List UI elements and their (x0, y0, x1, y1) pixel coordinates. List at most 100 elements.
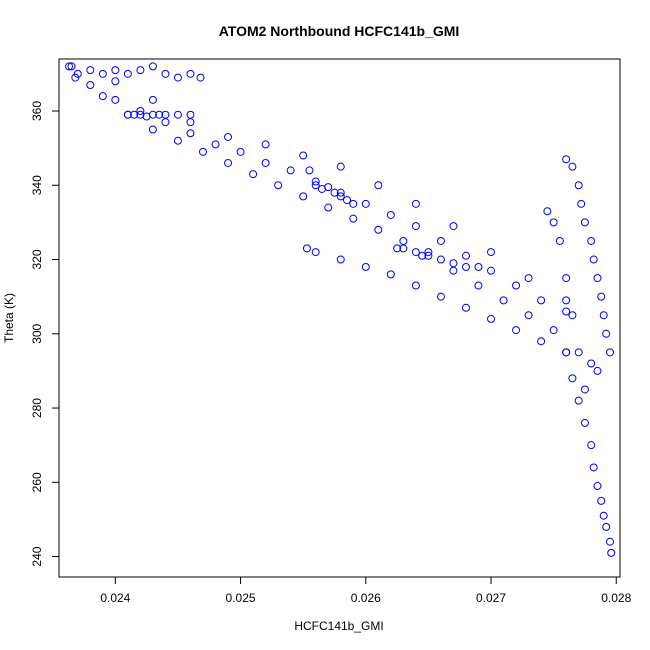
data-point (461, 303, 470, 312)
data-point (299, 192, 308, 201)
data-point (98, 92, 107, 101)
data-point (148, 62, 157, 71)
series-upper-branch-b (71, 73, 558, 335)
y-tick-label: 320 (30, 249, 44, 269)
data-point (324, 183, 333, 192)
data-point (361, 262, 370, 271)
y-axis: 240 260 280 300 320 340 360 (30, 101, 60, 567)
data-point (305, 166, 314, 175)
data-point (411, 222, 420, 231)
series-cluster-322-right (393, 244, 483, 271)
data-point (593, 482, 602, 491)
data-point (130, 110, 139, 119)
data-point (399, 244, 408, 253)
y-tick-label: 240 (30, 546, 44, 566)
data-point (336, 162, 345, 171)
data-point (424, 251, 433, 260)
data-point (73, 69, 82, 78)
data-point (349, 199, 358, 208)
data-point (299, 151, 308, 160)
data-point (148, 110, 157, 119)
data-point (386, 270, 395, 279)
data-point (324, 203, 333, 212)
data-point (186, 129, 195, 138)
series-cluster-340 (305, 166, 358, 208)
data-point (411, 281, 420, 290)
data-point (236, 147, 245, 156)
series-upper-branch-c (111, 77, 571, 305)
data-point (562, 348, 571, 357)
data-point (487, 314, 496, 323)
data-point (98, 69, 107, 78)
data-point (524, 311, 533, 320)
data-point (86, 66, 95, 75)
data-point (424, 248, 433, 257)
series-mid-cluster-359 (123, 110, 195, 121)
data-point (111, 66, 120, 75)
series-dense-vertical-column (543, 155, 614, 394)
data-point (411, 199, 420, 208)
data-point (605, 537, 614, 546)
data-point (148, 125, 157, 134)
data-point (499, 296, 508, 305)
data-point (524, 274, 533, 283)
data-point (173, 110, 182, 119)
x-tick-label: 0.026 (351, 591, 381, 605)
data-point (436, 255, 445, 264)
series-top-excursion (67, 62, 205, 82)
data-point (568, 311, 577, 320)
data-point (86, 80, 95, 89)
data-point (199, 147, 208, 156)
data-point (148, 95, 157, 104)
data-point (349, 214, 358, 223)
x-tick-label: 0.024 (100, 591, 130, 605)
data-point (574, 348, 583, 357)
data-point (374, 181, 383, 190)
data-point (512, 326, 521, 335)
data-point (436, 236, 445, 245)
data-point (562, 155, 571, 164)
data-point (543, 207, 552, 216)
data-point (461, 262, 470, 271)
data-point (587, 359, 596, 368)
data-point (474, 281, 483, 290)
data-point (568, 162, 577, 171)
data-point (562, 274, 571, 283)
data-point (449, 222, 458, 231)
data-point (487, 266, 496, 275)
data-point (123, 69, 132, 78)
data-point (173, 73, 182, 82)
data-point (593, 274, 602, 283)
data-point (65, 62, 74, 71)
data-point (123, 110, 132, 119)
y-tick-label: 300 (30, 323, 44, 343)
series-descending-tail (562, 348, 616, 557)
data-point (580, 385, 589, 394)
chart-title: ATOM2 Northbound HCFC141b_GMI (219, 23, 460, 39)
x-tick-label: 0.025 (226, 591, 256, 605)
data-point (602, 522, 611, 531)
data-point (311, 177, 320, 186)
data-point (173, 136, 182, 145)
data-point (568, 374, 577, 383)
data-point (361, 199, 370, 208)
y-axis-label: Theta (K) (2, 293, 16, 343)
data-point (549, 218, 558, 227)
data-point (386, 210, 395, 219)
data-point (311, 248, 320, 257)
data-point (537, 337, 546, 346)
data-point (574, 396, 583, 405)
data-point (599, 511, 608, 520)
data-point (474, 262, 483, 271)
y-tick-label: 340 (30, 175, 44, 195)
data-point (562, 307, 571, 316)
data-point (111, 77, 120, 86)
y-tick-label: 260 (30, 472, 44, 492)
data-point (602, 329, 611, 338)
data-points (65, 62, 616, 557)
data-point (161, 69, 170, 78)
data-point (161, 110, 170, 119)
series-upper-branch-a (65, 62, 571, 316)
data-point (574, 181, 583, 190)
